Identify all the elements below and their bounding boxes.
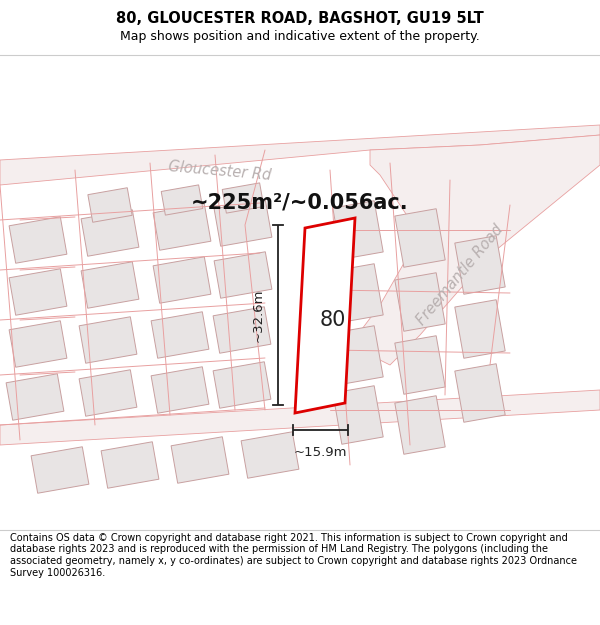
Polygon shape [9, 217, 67, 263]
Polygon shape [153, 257, 211, 303]
Polygon shape [0, 390, 600, 445]
Polygon shape [213, 362, 271, 408]
Polygon shape [455, 300, 505, 358]
Text: Map shows position and indicative extent of the property.: Map shows position and indicative extent… [120, 30, 480, 43]
Polygon shape [395, 396, 445, 454]
Polygon shape [161, 185, 203, 215]
Polygon shape [9, 321, 67, 368]
Polygon shape [395, 272, 445, 331]
Polygon shape [455, 236, 505, 294]
Polygon shape [101, 442, 159, 488]
Polygon shape [31, 447, 89, 493]
Polygon shape [171, 437, 229, 483]
Text: 80: 80 [320, 310, 346, 330]
Polygon shape [151, 367, 209, 413]
Text: Gloucester Rd: Gloucester Rd [168, 159, 272, 183]
Polygon shape [79, 370, 137, 416]
Polygon shape [395, 209, 445, 268]
Text: 80, GLOUCESTER ROAD, BAGSHOT, GU19 5LT: 80, GLOUCESTER ROAD, BAGSHOT, GU19 5LT [116, 11, 484, 26]
Polygon shape [213, 307, 271, 353]
Polygon shape [79, 317, 137, 363]
Polygon shape [151, 312, 209, 358]
Polygon shape [88, 188, 132, 222]
Polygon shape [295, 218, 355, 413]
Polygon shape [333, 264, 383, 322]
Text: Freemantle Road: Freemantle Road [414, 222, 506, 328]
Polygon shape [81, 210, 139, 256]
Polygon shape [222, 183, 264, 213]
Polygon shape [395, 336, 445, 394]
Text: ~225m²/~0.056ac.: ~225m²/~0.056ac. [191, 193, 409, 213]
Polygon shape [6, 374, 64, 420]
Polygon shape [455, 364, 505, 423]
Polygon shape [333, 201, 383, 259]
Text: ~32.6m: ~32.6m [251, 288, 265, 342]
Polygon shape [214, 252, 272, 298]
Polygon shape [241, 432, 299, 478]
Polygon shape [153, 204, 211, 250]
Polygon shape [333, 326, 383, 384]
Polygon shape [350, 135, 600, 365]
Polygon shape [333, 386, 383, 444]
Polygon shape [9, 269, 67, 315]
Text: Contains OS data © Crown copyright and database right 2021. This information is : Contains OS data © Crown copyright and d… [10, 533, 577, 578]
Polygon shape [81, 262, 139, 308]
Polygon shape [0, 125, 600, 185]
Text: ~15.9m: ~15.9m [294, 446, 347, 459]
Polygon shape [214, 200, 272, 246]
